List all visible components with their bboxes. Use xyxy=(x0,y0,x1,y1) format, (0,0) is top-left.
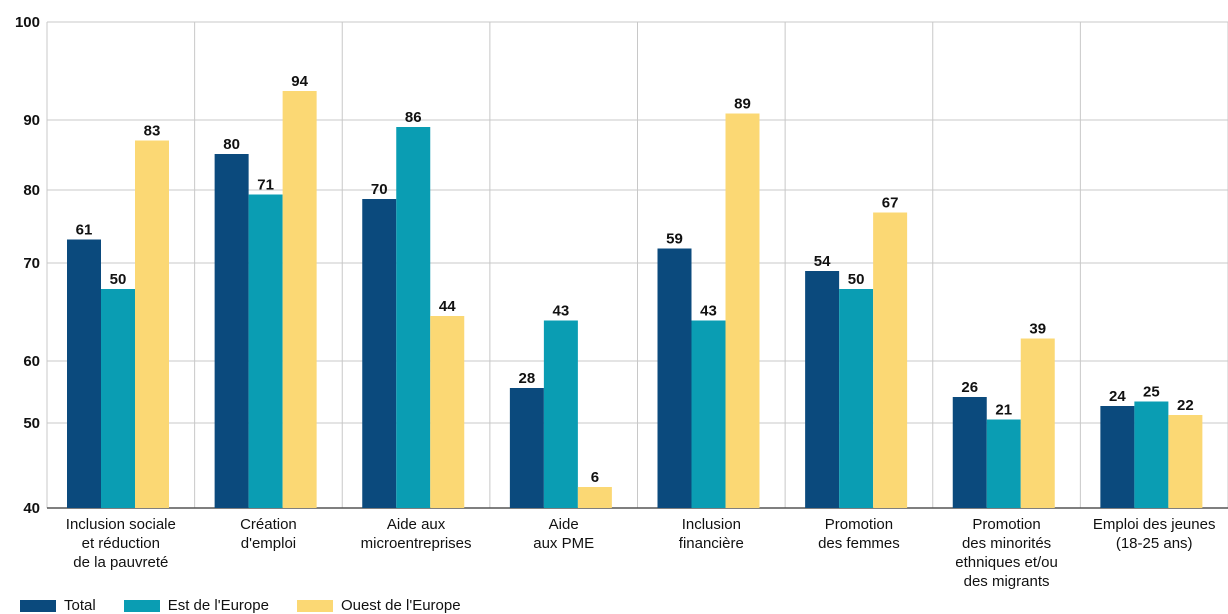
bar xyxy=(362,199,397,508)
bar xyxy=(657,248,692,508)
bar xyxy=(577,487,612,508)
bar-value-label: 80 xyxy=(223,136,240,153)
legend-swatch-total xyxy=(20,599,56,612)
bar-value-label: 50 xyxy=(110,271,127,288)
y-tick-label: 70 xyxy=(23,255,40,272)
bar xyxy=(1134,401,1169,508)
bar xyxy=(986,419,1021,508)
legend-label-est: Est de l'Europe xyxy=(167,597,269,614)
bar-value-label: 86 xyxy=(405,109,422,126)
category-label: aux PME xyxy=(533,535,594,552)
y-tick-label: 40 xyxy=(23,500,40,517)
y-tick-label: 90 xyxy=(23,112,40,129)
y-tick-label: 80 xyxy=(23,182,40,199)
bar-value-label: 43 xyxy=(553,303,570,320)
bar-value-label: 50 xyxy=(848,271,865,288)
legend-swatch-ouest xyxy=(296,599,333,612)
bar-value-label: 83 xyxy=(144,123,161,140)
category-label: microentreprises xyxy=(361,535,472,552)
category-label: (18-25 ans) xyxy=(1116,535,1193,552)
bar xyxy=(430,316,465,508)
bar xyxy=(282,91,317,508)
bar xyxy=(1168,415,1203,508)
bar-value-label: 43 xyxy=(700,303,717,320)
bar-value-label: 54 xyxy=(814,253,831,270)
bar xyxy=(1020,338,1055,508)
bar xyxy=(543,320,578,508)
bar-value-label: 39 xyxy=(1029,321,1046,338)
bar-value-label: 61 xyxy=(76,222,93,239)
category-label: Emploi des jeunes xyxy=(1093,516,1216,533)
bar xyxy=(101,289,135,508)
category-label: des migrants xyxy=(964,573,1050,590)
bar-value-label: 44 xyxy=(439,298,456,315)
bar-chart: 100 90 80 70 60 50 40 61 50 83 Inclusion sociale et… xyxy=(15,14,1228,590)
legend-swatch-est xyxy=(123,599,160,612)
category-label: d'emploi xyxy=(241,535,296,552)
legend-label-total: Total xyxy=(64,597,96,614)
category-label: et réduction xyxy=(82,535,160,552)
y-tick-label: 60 xyxy=(23,353,40,370)
legend-label-ouest: Ouest de l'Europe xyxy=(340,597,461,614)
bar-value-label: 59 xyxy=(666,231,683,248)
category-label: de la pauvreté xyxy=(73,554,168,571)
bar-value-label: 89 xyxy=(734,96,751,113)
legend: Total Est de l'Europe Ouest de l'Europe xyxy=(20,597,489,614)
bar xyxy=(67,239,101,508)
bar-value-label: 21 xyxy=(995,402,1012,419)
category-label: Promotion xyxy=(825,516,893,533)
bar-value-label: 71 xyxy=(257,177,274,194)
bar xyxy=(952,397,987,508)
category-label: financière xyxy=(679,535,744,552)
category-label: Création xyxy=(240,516,297,533)
legend-item-est: Est de l'Europe xyxy=(123,597,269,614)
bar xyxy=(248,194,283,508)
category-label: ethniques et/ou xyxy=(955,554,1058,571)
bar xyxy=(805,271,840,508)
bar xyxy=(873,212,908,508)
bar xyxy=(396,127,431,508)
legend-item-ouest: Ouest de l'Europe xyxy=(296,597,461,614)
category-label: des minorités xyxy=(962,535,1051,552)
bar-value-label: 94 xyxy=(291,73,308,90)
y-tick-label: 100 xyxy=(15,14,40,31)
y-tick-label: 50 xyxy=(23,415,40,432)
category-label: Inclusion sociale xyxy=(66,516,176,533)
category-label: Promotion xyxy=(972,516,1040,533)
bar-value-label: 67 xyxy=(882,195,899,212)
bar-value-label: 25 xyxy=(1143,384,1160,401)
bar-value-label: 6 xyxy=(591,469,599,486)
bar xyxy=(839,289,874,508)
bar-value-label: 24 xyxy=(1109,388,1126,405)
bar xyxy=(725,113,760,508)
bar-value-label: 22 xyxy=(1177,397,1194,414)
bar-value-label: 70 xyxy=(371,181,388,198)
bar xyxy=(509,388,544,508)
bar xyxy=(135,140,169,508)
legend-item-total: Total xyxy=(20,597,96,614)
category-label: des femmes xyxy=(818,535,900,552)
bar-value-label: 28 xyxy=(519,370,536,387)
bar xyxy=(691,320,726,508)
bar xyxy=(1100,406,1135,508)
bar xyxy=(214,154,249,508)
category-label: Aide xyxy=(549,516,579,533)
category-label: Inclusion xyxy=(682,516,741,533)
bar-value-label: 26 xyxy=(961,379,978,396)
category-label: Aide aux xyxy=(387,516,446,533)
